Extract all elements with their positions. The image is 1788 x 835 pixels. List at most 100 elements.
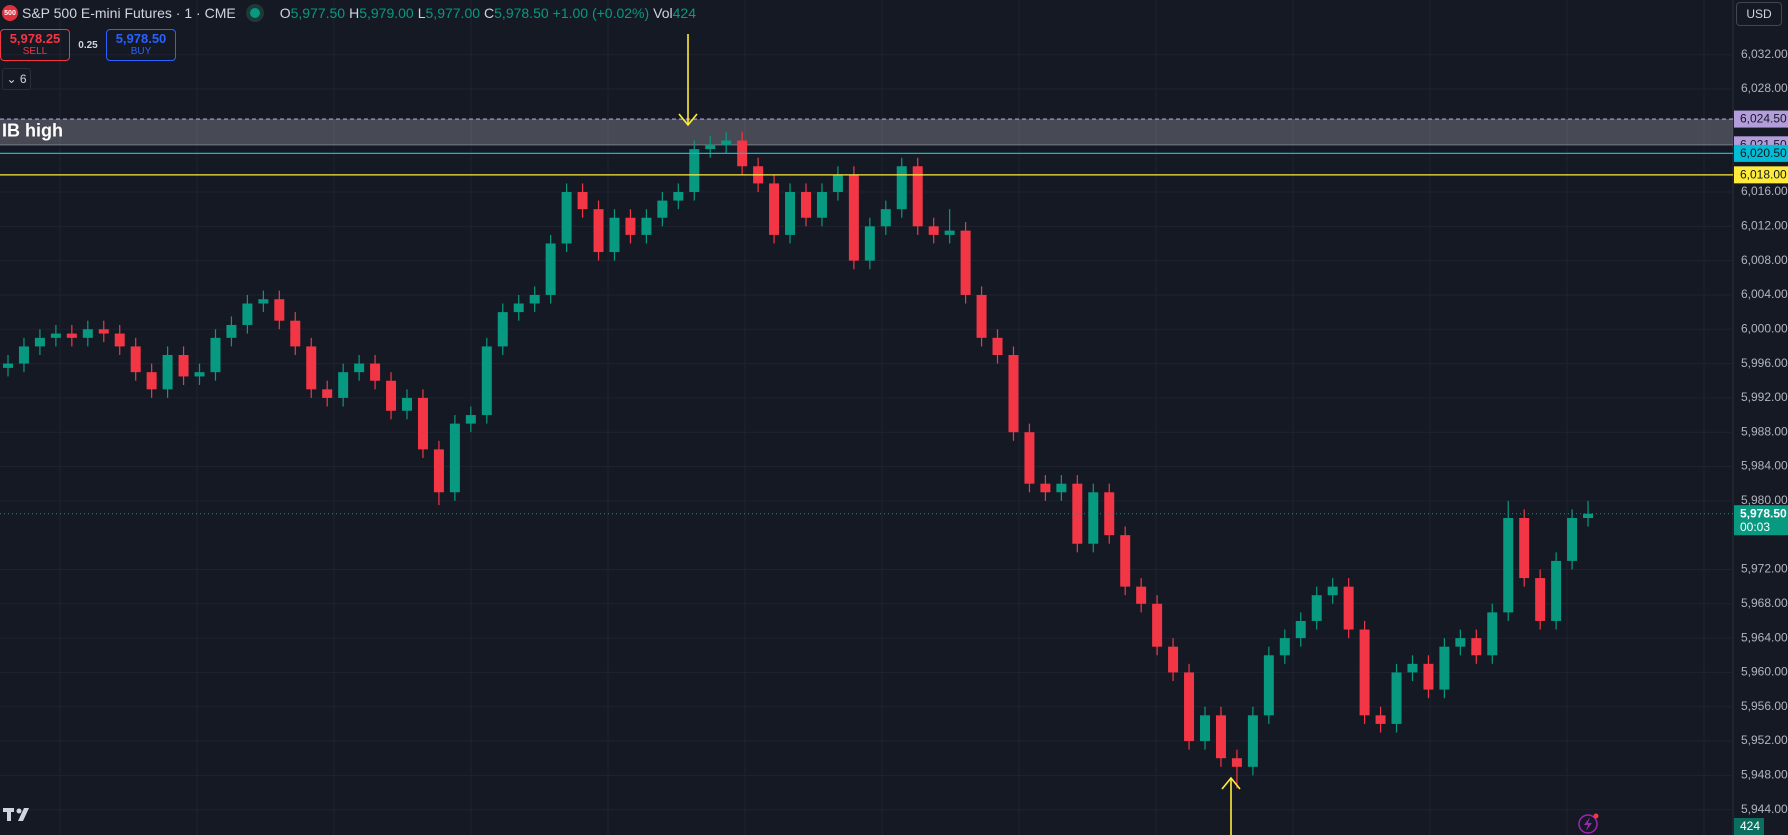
lightning-icon[interactable]: [1578, 813, 1599, 834]
candle-body: [433, 449, 444, 493]
y-tick-label: 5,992.00: [1741, 390, 1788, 404]
y-tick-label: 5,956.00: [1741, 699, 1788, 713]
candle-body: [785, 191, 796, 235]
ohlc-value: 5,978.50: [494, 5, 549, 21]
y-tick-label: 5,944.00: [1741, 802, 1788, 816]
y-tick-label: 5,988.00: [1741, 424, 1788, 438]
ohlc: O5,977.50 H5,979.00 L5,977.00 C5,978.50: [276, 5, 549, 21]
candle-body: [529, 294, 540, 304]
candle-body: [609, 217, 620, 253]
candle-body: [880, 209, 891, 227]
zone-high-label: 6,024.50: [1740, 112, 1787, 126]
candle-body: [1439, 646, 1450, 690]
y-tick-label: 5,952.00: [1741, 733, 1788, 747]
indicators-count: 6: [19, 72, 27, 86]
candle-body: [1040, 483, 1051, 493]
candle-body: [928, 226, 939, 235]
candle-body: [242, 303, 253, 325]
candle-body: [449, 423, 460, 493]
candle-body: [625, 217, 636, 235]
y-tick-label: 6,000.00: [1741, 321, 1788, 335]
zone-text: IB high: [2, 121, 63, 141]
candle-body: [1375, 715, 1386, 724]
candle-body: [769, 183, 780, 235]
last-price-bg: [1734, 505, 1788, 536]
candle-body: [705, 144, 716, 150]
candle-body: [1423, 663, 1434, 690]
candle-body: [1231, 758, 1242, 767]
candle-body: [1391, 672, 1402, 724]
candle-body: [1056, 483, 1067, 493]
candle-body: [130, 346, 141, 373]
volume-tag-bg: [1734, 818, 1764, 835]
candle-body: [18, 346, 29, 364]
volume-key: Vol: [653, 5, 673, 21]
candle-body: [210, 337, 221, 373]
candle-body: [1359, 629, 1370, 716]
y-tick-label: 6,028.00: [1741, 81, 1788, 95]
candle-body: [465, 415, 476, 424]
arrow-up: [1221, 776, 1241, 835]
candle-body: [417, 397, 428, 450]
candle-body: [944, 230, 955, 235]
buy-label: BUY: [130, 46, 152, 57]
ohlc-value: 5,979.00: [359, 5, 414, 21]
candle-body: [721, 140, 732, 145]
candle-body: [1583, 513, 1594, 519]
candle-body: [1471, 638, 1482, 656]
volume-tag: 424: [1740, 819, 1760, 833]
candle-body: [1279, 638, 1290, 656]
change: +1.00 (+0.02%): [552, 5, 650, 21]
candle-body: [194, 372, 205, 377]
buy-button[interactable]: 5,978.50 BUY: [106, 29, 176, 61]
symbol-logo: 500: [2, 5, 18, 21]
last-price-label: 5,978.50: [1740, 506, 1787, 520]
candle-body: [912, 166, 923, 227]
candle-body: [1104, 492, 1115, 536]
candle-body: [1567, 518, 1578, 561]
spread: 0.25: [78, 39, 98, 51]
candle-body: [1535, 578, 1546, 621]
level-label: 6,020.50: [1740, 146, 1787, 160]
sell-price: 5,978.25: [9, 31, 61, 46]
candle-body: [673, 191, 684, 201]
candle-body: [561, 191, 572, 244]
candle-body: [402, 397, 412, 411]
candle-body: [1215, 715, 1226, 759]
sell-button[interactable]: 5,978.25 SELL: [0, 29, 70, 61]
candle-body: [1136, 586, 1147, 604]
symbol[interactable]: S&P 500 E-mini Futures · 1 · CME: [22, 5, 236, 21]
countdown: 00:03: [1740, 520, 1770, 534]
sell-label: SELL: [22, 46, 48, 57]
candle-body: [1343, 586, 1354, 630]
candle-body: [497, 312, 508, 347]
candle-body: [816, 191, 827, 218]
level-label: 6,018.00: [1740, 168, 1787, 182]
candle-body: [226, 324, 237, 338]
candle-body: [1295, 620, 1306, 639]
candle-body: [50, 333, 61, 338]
currency[interactable]: USD: [1736, 2, 1782, 26]
candle-body: [1168, 646, 1179, 673]
candle-body: [338, 372, 349, 398]
candle-body: [290, 320, 301, 347]
buy-price: 5,978.50: [115, 31, 167, 46]
candle-body: [832, 174, 843, 192]
candles: [3, 131, 1594, 789]
candle-body: [1072, 483, 1083, 544]
tv-logo: [3, 808, 29, 821]
candle-body: [896, 166, 907, 210]
candle-body: [162, 355, 173, 390]
y-tick-label: 5,972.00: [1741, 562, 1788, 576]
indicators-toggle[interactable]: ⌄ 6: [2, 68, 31, 90]
candle-body: [370, 363, 381, 381]
candle-body: [1503, 518, 1514, 613]
candle-body: [1551, 560, 1562, 621]
overlay: 6,024.506,021.506,020.506,018.005,978.50…: [0, 110, 1788, 835]
candle-body: [1487, 612, 1498, 656]
volume: 424: [672, 5, 696, 21]
candle-body: [848, 174, 859, 261]
candle-body: [1088, 492, 1099, 544]
